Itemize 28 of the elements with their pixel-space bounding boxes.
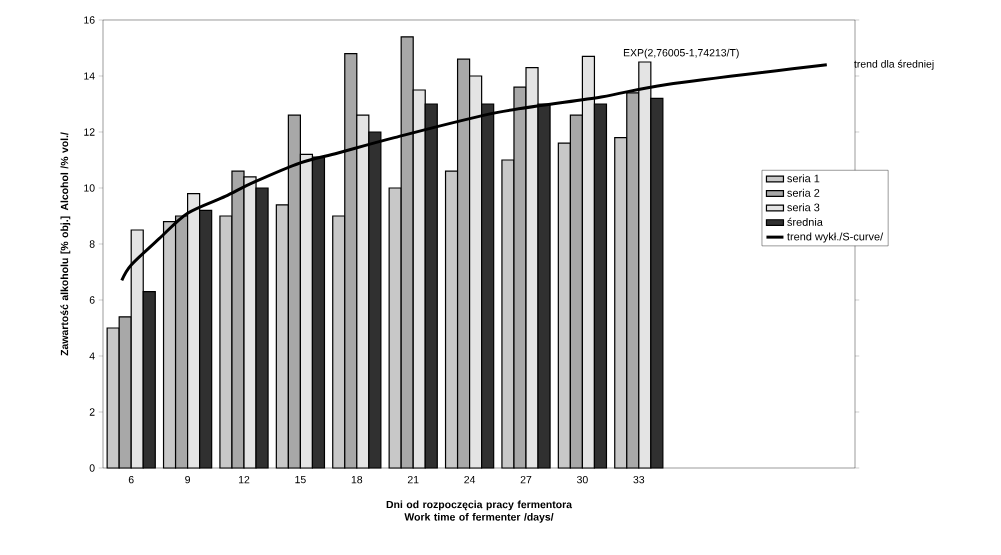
y-tick-label: 14 — [84, 72, 95, 80]
y-tick-label: 6 — [89, 296, 95, 304]
y-tick-label: 4 — [89, 352, 95, 360]
x-tick-label: 18 — [351, 475, 363, 484]
y-tick-label: 16 — [84, 16, 95, 24]
x-tick-label: 24 — [464, 475, 476, 484]
x-tick-label: 12 — [238, 475, 250, 484]
x-tick-label: 6 — [128, 475, 134, 484]
x-tick-label: 15 — [295, 475, 306, 484]
annotation: trend dla średniej — [854, 59, 934, 70]
x-tick-label: 33 — [633, 475, 645, 484]
y-tick-label: 10 — [84, 184, 95, 192]
x-axis-title: Dni od rozpoczęcia pracy fermentora Work time of fermenter /days/ — [386, 500, 573, 523]
x-tick-label: 27 — [520, 475, 532, 484]
annotation: EXP(2,76005-1,74213/T) — [623, 48, 739, 59]
y-tick-label: 12 — [84, 128, 95, 136]
legend-label: seria 2 — [787, 188, 820, 197]
y-tick-label: 0 — [89, 464, 95, 472]
y-tick-label: 2 — [89, 408, 95, 416]
x-tick-label: 30 — [576, 475, 588, 484]
y-tick-label: 8 — [89, 240, 95, 248]
legend-label: seria 1 — [787, 174, 820, 183]
legend-label: trend wykł./S-curve/ — [787, 232, 884, 243]
legend-label: seria 3 — [787, 203, 820, 212]
x-tick-label: 9 — [185, 475, 191, 484]
legend-label: średnia — [787, 217, 823, 226]
x-tick-label: 21 — [407, 475, 419, 484]
y-axis-title: Zawartość alkoholu [% obj.] Alcohol /% vol./ — [60, 132, 71, 356]
